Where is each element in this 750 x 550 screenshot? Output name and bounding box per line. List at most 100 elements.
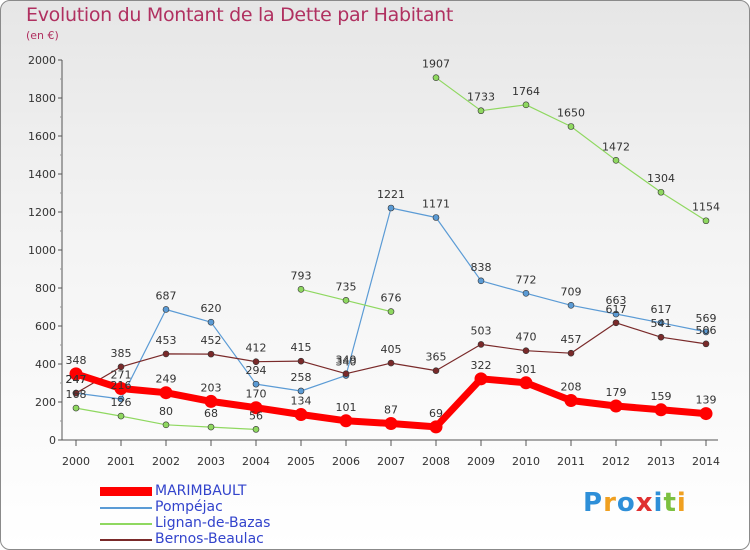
data-point-pomp-jac (567, 301, 575, 309)
legend-swatch (100, 487, 152, 496)
data-point-lignan-de-bazas (432, 74, 440, 81)
data-label-pomp-jac: 838 (471, 261, 492, 274)
data-label-pomp-jac: 617 (651, 303, 672, 316)
y-tick-label: 0 (49, 434, 56, 447)
data-label-lignan-de-bazas: 1907 (422, 58, 450, 71)
data-label-bernos-beaulac: 503 (471, 324, 492, 337)
data-label-lignan-de-bazas: 126 (111, 396, 132, 409)
x-tick-label: 2012 (602, 455, 630, 468)
data-label-bernos-beaulac: 452 (201, 334, 222, 347)
x-tick-label: 2007 (377, 455, 405, 468)
data-point-bernos-beaulac (702, 340, 710, 348)
data-point-lignan-de-bazas (477, 107, 485, 115)
x-tick-label: 2003 (197, 455, 225, 468)
proxiti-logo: Proxiti (583, 488, 687, 518)
data-label-marimbault: 348 (66, 354, 87, 367)
data-point-bernos-beaulac (522, 347, 530, 355)
data-point-marimbault (384, 416, 398, 430)
y-tick-label: 1400 (28, 168, 56, 181)
data-point-bernos-beaulac (612, 319, 620, 327)
data-point-lignan-de-bazas (522, 101, 530, 109)
data-point-lignan-de-bazas (567, 123, 575, 130)
data-point-marimbault (654, 403, 668, 417)
data-label-marimbault: 203 (201, 381, 222, 394)
data-point-lignan-de-bazas (612, 157, 620, 164)
data-label-marimbault: 271 (111, 369, 132, 382)
data-point-lignan-de-bazas (117, 412, 125, 420)
data-label-marimbault: 170 (246, 388, 267, 401)
data-point-lignan-de-bazas (387, 308, 395, 315)
logo-letter: r (603, 488, 617, 518)
data-label-pomp-jac: 294 (246, 364, 267, 377)
data-point-marimbault (429, 420, 443, 434)
data-label-marimbault: 159 (651, 390, 672, 403)
data-label-bernos-beaulac: 470 (516, 331, 537, 344)
data-label-pomp-jac: 258 (291, 371, 312, 384)
data-point-lignan-de-bazas (252, 426, 260, 433)
x-tick-label: 2006 (332, 455, 360, 468)
data-point-marimbault (159, 386, 173, 400)
data-label-lignan-de-bazas: 735 (336, 280, 357, 293)
data-point-marimbault (609, 399, 623, 413)
x-tick-label: 2010 (512, 455, 540, 468)
logo-letter: o (616, 488, 636, 518)
data-point-pomp-jac (522, 290, 530, 297)
data-point-pomp-jac (477, 277, 485, 285)
y-tick-label: 200 (35, 396, 56, 409)
data-label-marimbault: 322 (471, 359, 492, 372)
x-tick-label: 2002 (152, 455, 180, 468)
y-tick-label: 1000 (28, 244, 56, 257)
data-label-lignan-de-bazas: 68 (204, 407, 218, 420)
data-label-bernos-beaulac: 617 (606, 303, 627, 316)
data-point-marimbault (294, 408, 308, 422)
x-tick-label: 2005 (287, 455, 315, 468)
legend-swatch (100, 523, 152, 525)
data-label-pomp-jac: 709 (561, 285, 582, 298)
data-label-pomp-jac: 687 (156, 289, 177, 302)
data-point-pomp-jac (117, 395, 125, 403)
legend-item-pomp-jac: Pompéjac (100, 499, 360, 516)
legend-swatch (100, 507, 152, 509)
x-tick-label: 2000 (62, 455, 90, 468)
data-point-marimbault (339, 414, 353, 428)
data-label-lignan-de-bazas: 1650 (557, 107, 585, 120)
data-point-lignan-de-bazas (207, 423, 215, 431)
logo-letter: x (635, 488, 654, 518)
data-label-marimbault: 249 (156, 373, 177, 386)
x-tick-label: 2013 (647, 455, 675, 468)
data-point-pomp-jac (612, 310, 620, 318)
data-label-bernos-beaulac: 506 (696, 324, 717, 337)
data-label-bernos-beaulac: 457 (561, 333, 582, 346)
data-point-pomp-jac (702, 328, 710, 336)
data-label-marimbault: 301 (516, 363, 537, 376)
data-label-pomp-jac: 1171 (422, 198, 450, 211)
y-tick-label: 400 (35, 358, 56, 371)
data-label-bernos-beaulac: 405 (381, 343, 402, 356)
y-tick-label: 1600 (28, 130, 56, 143)
data-point-bernos-beaulac (657, 333, 665, 341)
data-label-bernos-beaulac: 365 (426, 351, 447, 364)
data-label-lignan-de-bazas: 1733 (467, 91, 495, 104)
legend-item-bernos-beaulac: Bernos-Beaulac (100, 531, 360, 548)
data-label-bernos-beaulac: 349 (336, 354, 357, 367)
data-label-lignan-de-bazas: 80 (159, 405, 173, 418)
data-label-marimbault: 139 (696, 394, 717, 407)
data-label-lignan-de-bazas: 676 (381, 292, 402, 305)
x-tick-label: 2008 (422, 455, 450, 468)
data-point-bernos-beaulac (432, 367, 440, 374)
logo-letter: t (663, 488, 677, 518)
data-point-lignan-de-bazas (72, 404, 80, 412)
data-label-marimbault: 87 (384, 403, 398, 416)
data-label-lignan-de-bazas: 56 (249, 409, 263, 422)
data-point-bernos-beaulac (387, 359, 395, 367)
data-label-marimbault: 134 (291, 395, 312, 408)
data-point-bernos-beaulac (207, 350, 215, 358)
data-label-lignan-de-bazas: 1304 (647, 172, 675, 185)
data-label-pomp-jac: 620 (201, 302, 222, 315)
data-point-pomp-jac (252, 380, 260, 388)
data-label-pomp-jac: 569 (696, 312, 717, 325)
x-tick-label: 2004 (242, 455, 270, 468)
legend-label: Lignan-de-Bazas (155, 515, 271, 531)
data-label-pomp-jac: 247 (66, 373, 87, 386)
